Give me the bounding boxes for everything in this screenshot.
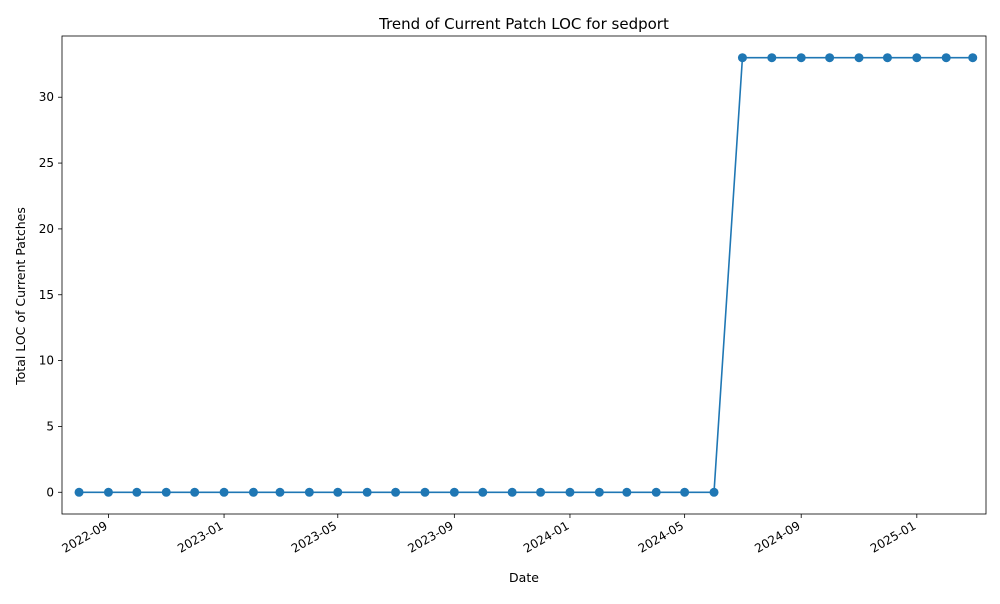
data-point [333,487,343,497]
y-tick-label: 5 [46,419,54,433]
y-axis-label: Total LOC of Current Patches [13,207,28,386]
y-tick-label: 10 [39,354,54,368]
y-tick-label: 15 [39,288,54,302]
data-point [825,53,835,63]
data-point [796,53,806,63]
data-point [680,487,690,497]
chart-title: Trend of Current Patch LOC for sedport [378,15,669,33]
x-tick-label: 2023-09 [405,518,455,555]
data-point [941,53,951,63]
data-point [478,487,488,497]
data-point [737,53,747,63]
data-point [190,487,200,497]
data-point [536,487,546,497]
x-tick-label: 2025-01 [868,518,918,555]
y-tick-label: 30 [39,90,54,104]
axes: 0 5 10 15 20 25 30 2022-09 2023-01 2023-05 2023-09… [39,35,987,556]
data-point [709,487,719,497]
y-tick-label: 25 [39,156,54,170]
y-tick-label: 0 [46,485,54,499]
data-point [968,53,978,63]
data-point [362,487,372,497]
data-point [507,487,517,497]
data-point [219,487,229,497]
x-axis-label: Date [509,570,539,585]
data-point [304,487,314,497]
x-tick-label: 2024-01 [521,518,571,555]
data-point [449,487,459,497]
x-tick-label: 2024-05 [636,518,686,555]
data-point [391,487,401,497]
data-point [854,53,864,63]
data-point [74,487,84,497]
x-tick-label: 2023-05 [289,518,339,555]
data-point [594,487,604,497]
data-point [565,487,575,497]
data-point [912,53,922,63]
x-tick-label: 2022-09 [60,518,110,555]
data-point [651,487,661,497]
data-point [248,487,258,497]
data-point [275,487,285,497]
data-point [161,487,171,497]
data-point [622,487,632,497]
data-point [103,487,113,497]
series-line [79,56,973,494]
data-point [420,487,430,497]
y-tick-label: 20 [39,222,54,236]
x-tick-label: 2024-09 [752,518,802,555]
plot-frame [61,35,987,515]
data-point [767,53,777,63]
plot-area [74,53,978,497]
data-point [882,53,892,63]
data-point [132,487,142,497]
x-tick-label: 2023-01 [175,518,225,555]
